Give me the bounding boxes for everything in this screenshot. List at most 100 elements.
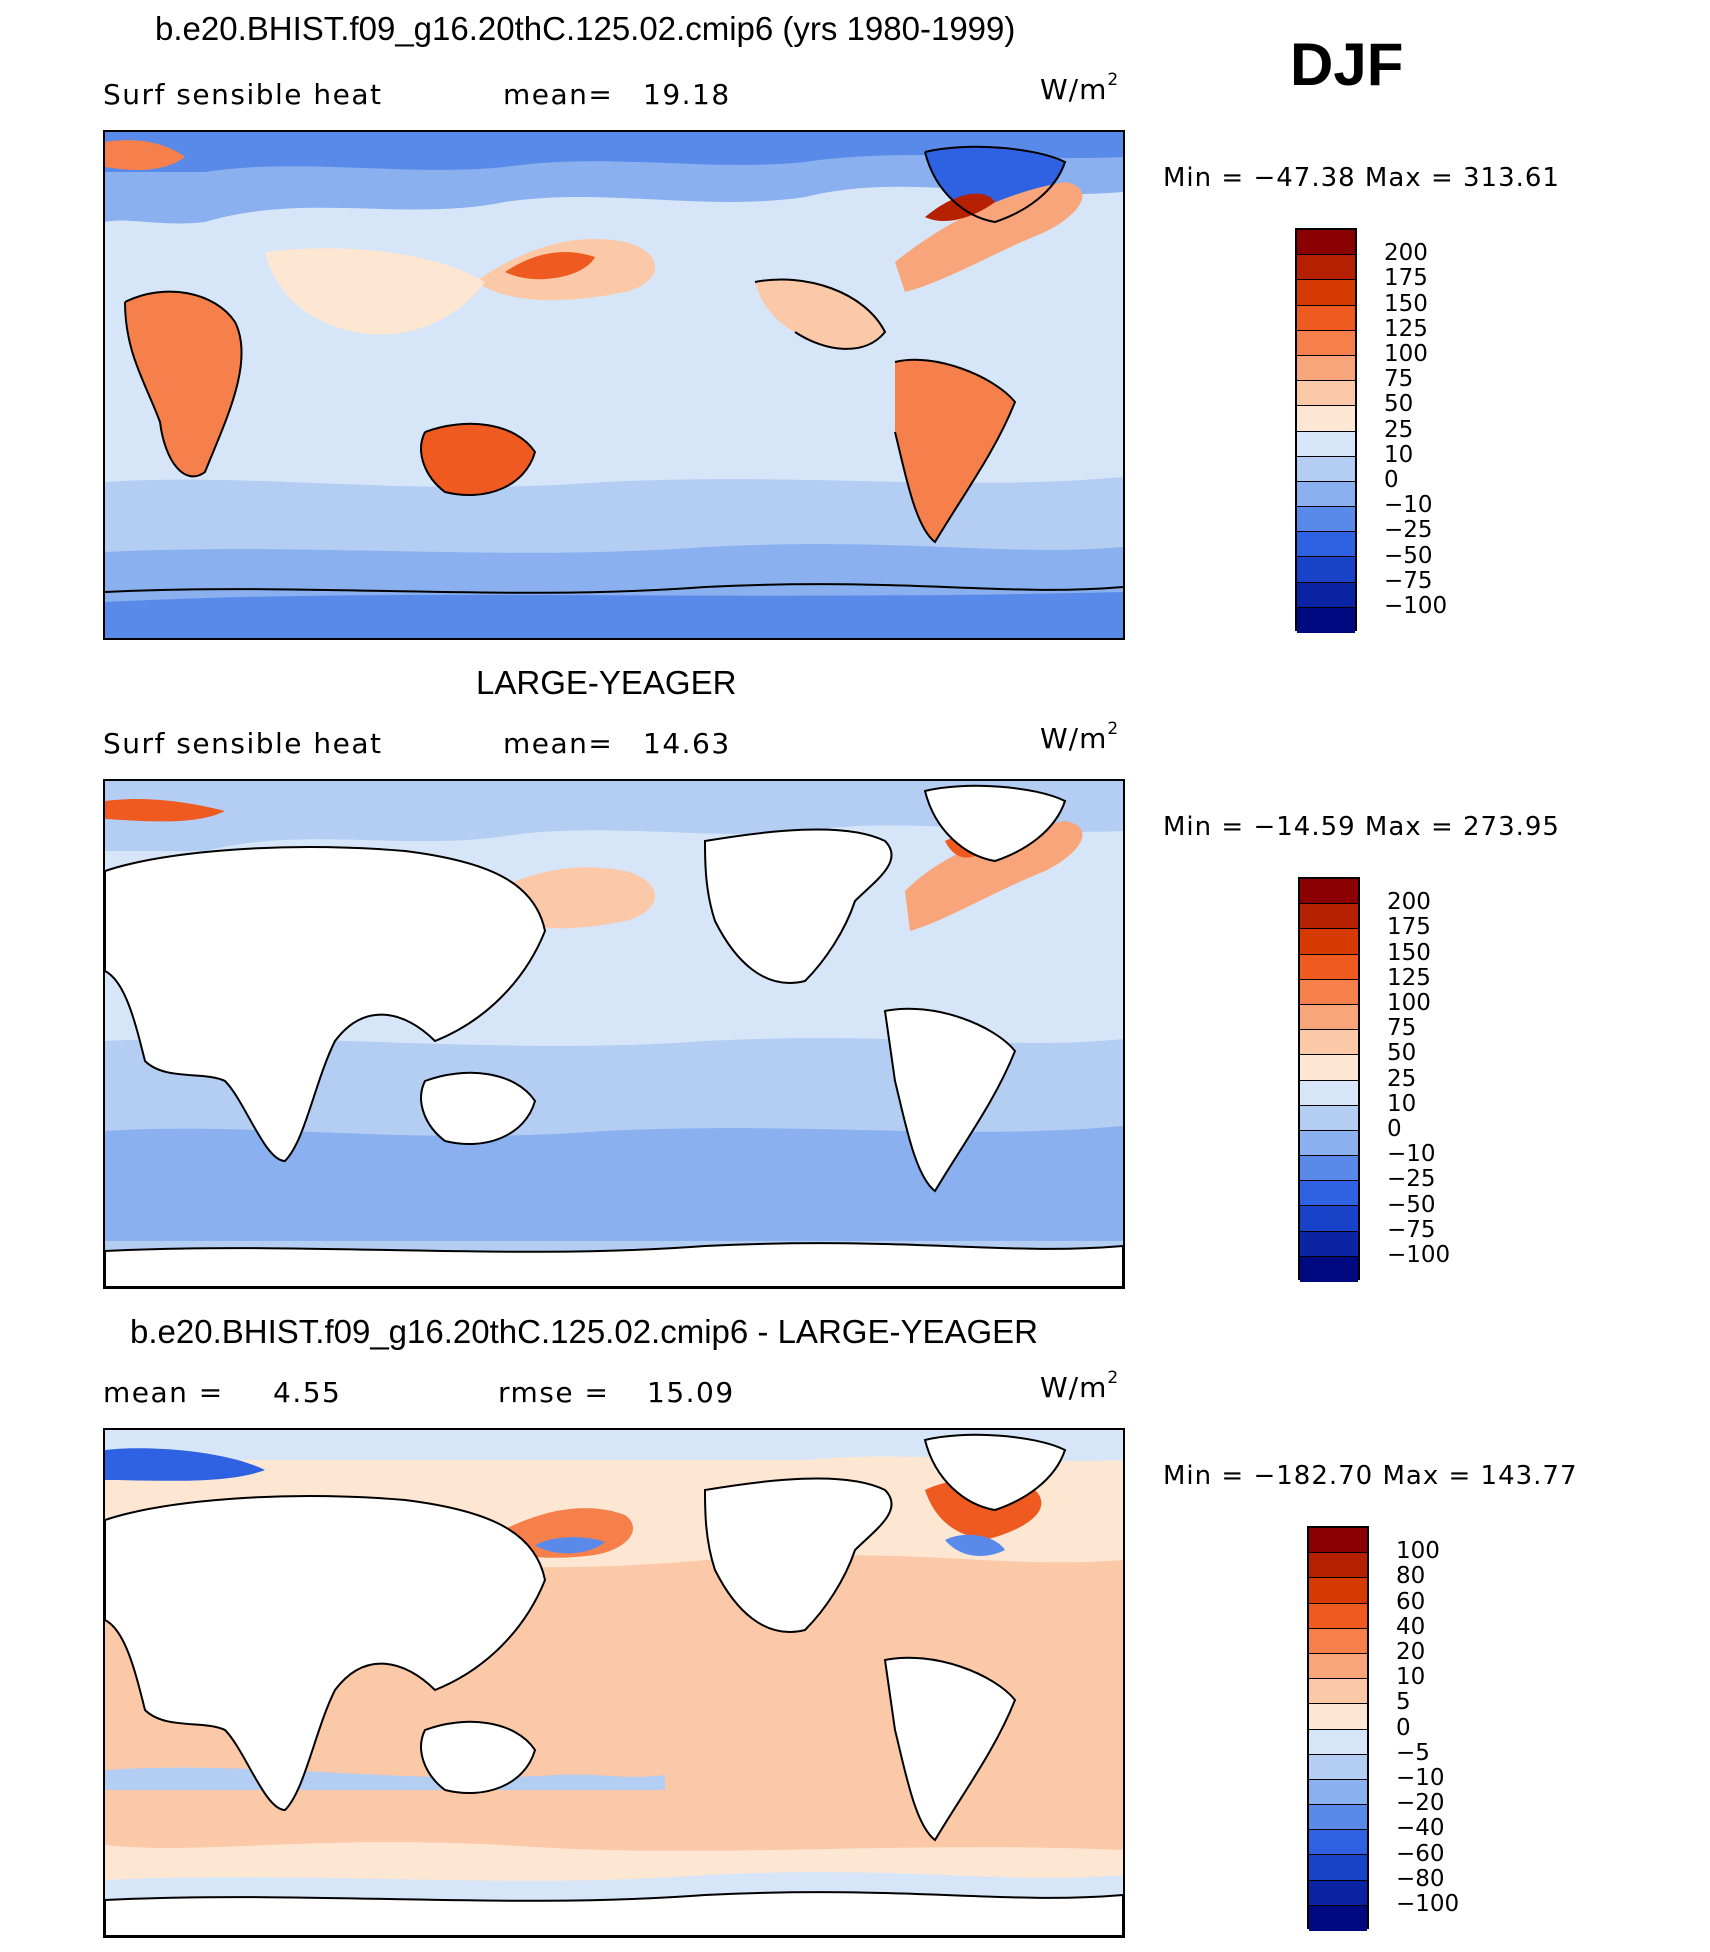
colorbar-swatch [1309,1653,1367,1680]
colorbar-level-label: −75 [1387,1216,1436,1243]
colorbar-level-label: 100 [1384,341,1428,367]
colorbar-level-label: 20 [1396,1639,1426,1665]
panel1-variable: Surf sensible heat [103,78,383,111]
colorbar-swatch [1297,431,1355,457]
colorbar-swatch [1297,507,1355,533]
panel2-mean-label: mean= [503,727,614,760]
colorbar-swatch [1297,255,1355,281]
colorbar-level-label: 100 [1396,1538,1440,1565]
colorbar-swatch [1297,582,1355,608]
panel1-mean-value: 19.18 [643,78,731,111]
season-label: DJF [1290,31,1404,98]
panel3-map-canvas [105,1430,1123,1936]
colorbar-swatch [1297,330,1355,356]
colorbar-level-label: −10 [1396,1765,1445,1791]
colorbar-swatch [1300,1030,1358,1056]
colorbar-level-label: −40 [1396,1815,1445,1842]
colorbar-level-label: 0 [1387,1116,1402,1142]
colorbar-level-label: −75 [1384,567,1433,594]
colorbar-level-label: 40 [1396,1613,1426,1640]
colorbar-level-label: −25 [1384,517,1433,544]
colorbar-swatch [1309,1880,1367,1906]
colorbar-level-label: 50 [1384,391,1414,418]
colorbar-level-label: 150 [1384,290,1428,317]
colorbar-swatch [1297,607,1355,633]
colorbar-level-label: −10 [1384,492,1433,519]
colorbar-swatch [1309,1603,1367,1629]
colorbar-swatch [1309,1553,1367,1579]
colorbar-level-label: 25 [1387,1065,1417,1092]
panel2-title: LARGE-YEAGER [476,664,737,701]
panel1-colorbar [1295,228,1357,633]
panel3-title: b.e20.BHIST.f09_g16.20thC.125.02.cmip6 -… [130,1313,1038,1350]
colorbar-swatch [1297,456,1355,482]
panel2-variable: Surf sensible heat [103,727,383,760]
panel1-minmax: Min = −47.38 Max = 313.61 [1163,163,1560,193]
colorbar-swatch [1309,1679,1367,1705]
colorbar-level-label: 200 [1384,240,1428,267]
colorbar-swatch [1297,406,1355,432]
colorbar-level-label: 75 [1387,1015,1417,1042]
colorbar-level-label: 175 [1384,265,1428,292]
colorbar-level-label: −25 [1387,1166,1436,1193]
colorbar-level-label: 100 [1387,990,1431,1016]
colorbar-swatch [1300,979,1358,1005]
colorbar-swatch [1300,1156,1358,1182]
panel3-mean-label: mean = [103,1376,224,1409]
colorbar-level-label: 80 [1396,1563,1426,1590]
colorbar-level-label: −100 [1384,593,1448,619]
colorbar-level-label: 125 [1384,315,1428,342]
colorbar-level-label: 10 [1384,441,1414,468]
colorbar-level-label: 25 [1384,416,1414,443]
colorbar-swatch [1297,305,1355,331]
panel2-colorbar [1298,877,1360,1282]
colorbar-swatch [1300,1256,1358,1282]
colorbar-swatch [1300,879,1358,905]
panel1-mean-label: mean= [503,78,614,111]
panel2-minmax: Min = −14.59 Max = 273.95 [1163,812,1560,842]
colorbar-swatch [1309,1905,1367,1931]
colorbar-level-label: 60 [1396,1588,1426,1615]
colorbar-swatch [1297,381,1355,407]
colorbar-swatch [1297,355,1355,382]
colorbar-level-label: 125 [1387,964,1431,991]
colorbar-level-label: 200 [1387,889,1431,916]
colorbar-swatch [1309,1754,1367,1780]
panel3-minmax: Min = −182.70 Max = 143.77 [1163,1461,1578,1491]
colorbar-swatch [1300,1080,1358,1106]
colorbar-swatch [1297,557,1355,583]
panel2-units: W/m2 [1040,719,1120,755]
colorbar-level-label: −100 [1396,1891,1460,1917]
colorbar-swatch [1309,1830,1367,1856]
colorbar-level-label: 50 [1387,1040,1417,1067]
colorbar-swatch [1309,1805,1367,1831]
colorbar-level-label: −10 [1387,1141,1436,1168]
colorbar-level-label: −20 [1396,1790,1445,1817]
colorbar-swatch [1309,1704,1367,1730]
panel3-rmse-label: rmse = [498,1376,610,1409]
colorbar-level-label: 5 [1396,1689,1411,1716]
colorbar-swatch [1300,904,1358,930]
colorbar-level-label: −50 [1387,1191,1436,1218]
colorbar-level-label: −5 [1396,1739,1430,1766]
colorbar-swatch [1300,954,1358,980]
colorbar-swatch [1297,481,1355,508]
colorbar-level-label: −60 [1396,1840,1445,1867]
panel1-map-canvas [105,132,1123,638]
colorbar-swatch [1300,1130,1358,1157]
colorbar-swatch [1300,1004,1358,1031]
colorbar-level-label: 10 [1396,1664,1426,1691]
colorbar-swatch [1297,532,1355,558]
colorbar-level-label: 10 [1387,1090,1417,1117]
colorbar-swatch [1300,1231,1358,1257]
colorbar-swatch [1309,1779,1367,1806]
colorbar-swatch [1297,230,1355,256]
colorbar-swatch [1300,1206,1358,1232]
colorbar-swatch [1297,280,1355,306]
colorbar-level-label: 175 [1387,914,1431,941]
colorbar-level-label: 0 [1396,1714,1411,1741]
colorbar-swatch [1309,1528,1367,1554]
panel2-mean-value: 14.63 [643,727,731,760]
colorbar-swatch [1309,1628,1367,1654]
colorbar-swatch [1309,1729,1367,1755]
